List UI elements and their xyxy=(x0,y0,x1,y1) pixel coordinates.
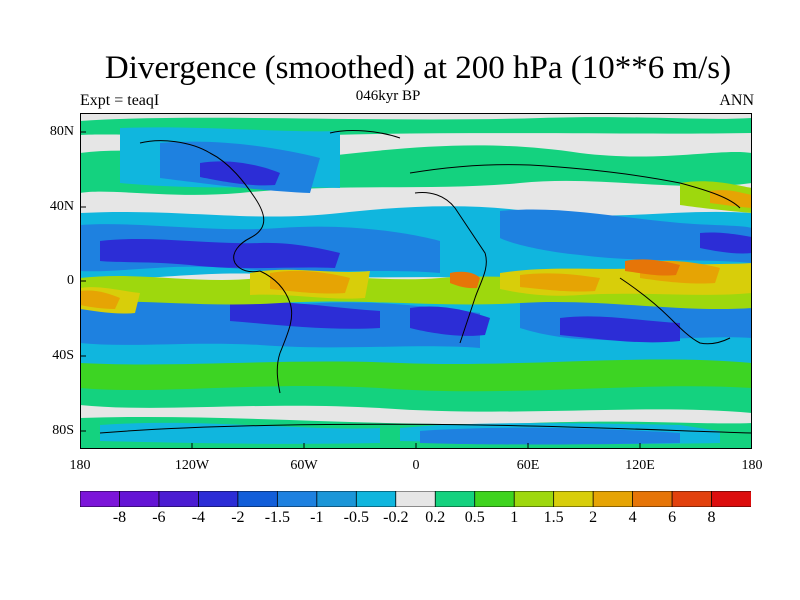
x-tick-label: 0 xyxy=(412,458,420,473)
x-tick-label: 180 xyxy=(69,458,91,473)
time-label: 046kyr BP xyxy=(355,88,421,104)
colorbar-label: -1 xyxy=(310,509,324,526)
x-tick-label: 60W xyxy=(290,458,318,473)
colorbar-label: 2 xyxy=(589,509,598,526)
colorbar-swatch xyxy=(237,491,279,507)
colorbar-label: -0.5 xyxy=(343,509,369,526)
y-tick-label: 0 xyxy=(67,273,74,288)
y-tick-label: 40S xyxy=(52,348,74,363)
y-tick-label: 80N xyxy=(49,124,74,139)
colorbar-label: -4 xyxy=(191,509,206,526)
colorbar-swatch xyxy=(158,491,200,507)
colorbar-label: -1.5 xyxy=(264,509,291,526)
y-tick-label: 80S xyxy=(52,423,74,438)
colorbar-swatch xyxy=(671,491,713,507)
colorbar-swatch xyxy=(355,491,397,507)
colorbar-swatch xyxy=(276,491,318,507)
colorbar-label: 0.5 xyxy=(464,509,485,526)
colorbar-swatch xyxy=(592,491,634,507)
colorbar-swatch xyxy=(395,491,437,507)
colorbar-swatch xyxy=(711,491,751,507)
colorbar-swatch xyxy=(316,491,358,507)
colorbar-swatch xyxy=(434,491,476,507)
x-tick-label: 60E xyxy=(516,458,540,473)
colorbar-swatch xyxy=(474,491,516,507)
colorbar-label: 6 xyxy=(668,509,677,526)
experiment-label: Expt = teaqI xyxy=(80,92,160,109)
x-tick-label: 120W xyxy=(174,458,210,473)
plot-title: Divergence (smoothed) at 200 hPa (10**6 … xyxy=(104,50,732,86)
colorbar-swatch xyxy=(119,491,160,507)
colorbar-label: 0.2 xyxy=(425,509,446,526)
colorbar-label: 4 xyxy=(628,509,637,526)
colorbar-label: 1 xyxy=(510,509,519,526)
colorbar xyxy=(80,491,751,507)
colorbar-label: -8 xyxy=(112,509,127,526)
divergence-map xyxy=(80,113,752,449)
colorbar-swatch xyxy=(632,491,673,507)
x-tick-label: 180 xyxy=(741,458,763,473)
colorbar-label: -2 xyxy=(231,509,245,526)
colorbar-label: -0.2 xyxy=(383,509,409,526)
colorbar-swatch xyxy=(80,491,121,507)
y-tick-label: 40N xyxy=(49,199,74,214)
colorbar-label: 8 xyxy=(707,509,716,526)
colorbar-swatch xyxy=(513,491,555,507)
colorbar-swatch xyxy=(553,491,595,507)
x-tick-label: 120E xyxy=(625,458,655,473)
colorbar-label: -6 xyxy=(152,509,166,526)
season-label: ANN xyxy=(719,92,754,109)
colorbar-label: 1.5 xyxy=(543,509,564,526)
colorbar-swatch xyxy=(198,491,239,507)
